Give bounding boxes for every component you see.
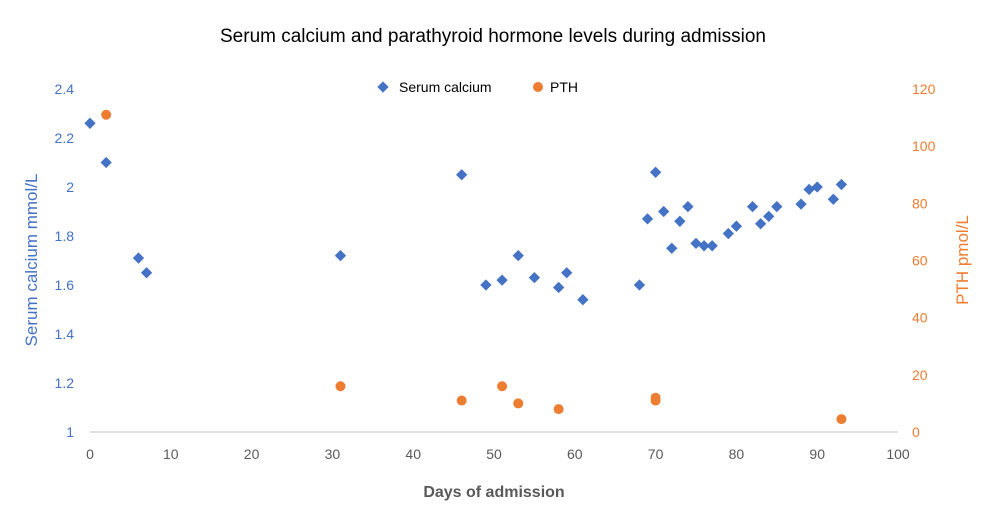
y-right-tick-label: 40: [912, 310, 928, 326]
pth-point: [497, 381, 508, 392]
calcium-point: [658, 205, 670, 218]
pth-point: [836, 414, 847, 425]
x-tick-label: 20: [244, 446, 260, 462]
y-left-tick-label: 1: [66, 424, 74, 440]
calcium-point: [84, 117, 96, 129]
x-axis-label: Days of admission: [423, 484, 564, 501]
calcium-point: [771, 200, 783, 213]
calcium-point: [682, 200, 694, 213]
calcium-point: [480, 279, 492, 291]
y-left-tick-label: 1.2: [55, 375, 75, 391]
y-left-tick-label: 1.6: [55, 277, 75, 293]
calcium-point: [722, 227, 734, 240]
calcium-point: [577, 294, 589, 306]
y-right-tick-label: 0: [912, 424, 920, 440]
x-tick-label: 80: [729, 446, 745, 462]
pth-point: [553, 404, 564, 415]
legend-pth-label: PTH: [550, 79, 578, 95]
y-right-tick-label: 100: [912, 138, 936, 154]
x-tick-label: 30: [325, 446, 341, 462]
calcium-point: [827, 193, 840, 205]
y-left-tick-label: 1.8: [55, 228, 75, 244]
x-tick-label: 100: [886, 446, 910, 462]
calcium-point: [132, 252, 145, 264]
calcium-point: [763, 210, 775, 223]
calcium-point: [835, 178, 848, 191]
y-left-tick-label: 1.4: [55, 326, 75, 342]
calcium-point: [649, 166, 662, 178]
calcium-point: [730, 220, 743, 232]
x-tick-label: 60: [567, 446, 583, 462]
calcium-point: [100, 156, 112, 169]
calcium-point: [674, 215, 686, 227]
y-right-tick-label: 20: [912, 367, 928, 383]
y-axis-left-label: Serum calcium mmol/L: [22, 174, 41, 347]
calcium-point: [666, 242, 678, 254]
calcium-point: [561, 267, 573, 279]
calcium-point: [698, 240, 710, 252]
calcium-point: [456, 169, 468, 181]
calcium-point: [512, 249, 524, 262]
pth-point: [456, 395, 467, 406]
y-left-tick-label: 2: [66, 179, 74, 195]
x-tick-label: 10: [163, 446, 179, 462]
calcium-point: [746, 200, 759, 213]
calcium-point: [140, 267, 153, 279]
legend-calcium-label: Serum calcium: [399, 79, 492, 95]
pth-point: [101, 109, 112, 120]
y-axis-right-label: PTH pmol/L: [953, 215, 972, 305]
calcium-point: [496, 274, 508, 286]
y-left-tick-label: 2.2: [55, 130, 75, 146]
calcium-point: [706, 240, 718, 252]
calcium-point: [334, 249, 347, 262]
calcium-point: [811, 181, 823, 193]
calcium-point: [528, 271, 541, 284]
y-right-tick-label: 120: [912, 81, 936, 97]
legend-pth-marker: [533, 82, 543, 92]
calcium-point: [552, 281, 565, 294]
x-tick-label: 90: [809, 446, 825, 462]
legend-calcium-marker: [377, 81, 389, 93]
y-right-tick-label: 80: [912, 195, 928, 211]
pth-point: [513, 398, 524, 409]
chart-title: Serum calcium and parathyroid hormone le…: [220, 26, 766, 47]
y-right-tick-label: 60: [912, 253, 928, 269]
calcium-point: [795, 198, 807, 210]
y-left-tick-label: 2.4: [55, 81, 75, 97]
calcium-point: [633, 279, 646, 291]
x-tick-label: 0: [86, 446, 94, 462]
calcium-point: [641, 213, 654, 225]
x-tick-label: 70: [648, 446, 664, 462]
legend: Serum calcium PTH: [377, 79, 578, 95]
pth-point: [650, 395, 661, 406]
calcium-point: [754, 218, 767, 230]
pth-point: [335, 381, 346, 392]
x-tick-label: 50: [486, 446, 502, 462]
x-tick-label: 40: [405, 446, 421, 462]
